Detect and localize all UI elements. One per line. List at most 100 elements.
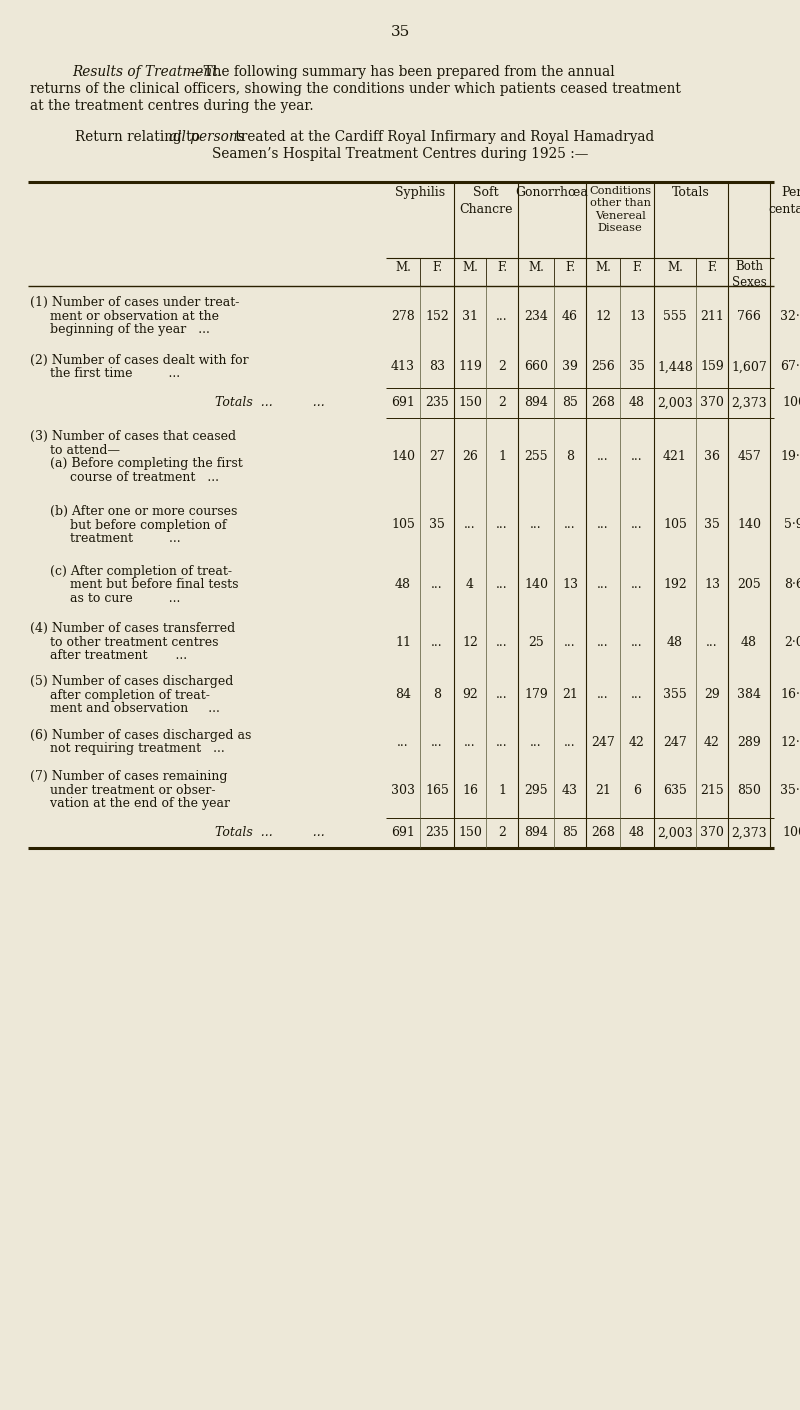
- Text: ...: ...: [496, 519, 508, 532]
- Text: treated at the Cardiff Royal Infirmary and Royal Hamadryad: treated at the Cardiff Royal Infirmary a…: [231, 130, 654, 144]
- Text: 894: 894: [524, 826, 548, 839]
- Text: as to cure         ...: as to cure ...: [30, 592, 180, 605]
- Text: (c) After completion of treat-: (c) After completion of treat-: [30, 565, 232, 578]
- Text: 140: 140: [737, 519, 761, 532]
- Text: 766: 766: [737, 310, 761, 323]
- Text: Totals  ...          ...: Totals ... ...: [215, 396, 325, 409]
- Text: 35·8: 35·8: [780, 784, 800, 797]
- Text: (1) Number of cases under treat-: (1) Number of cases under treat-: [30, 296, 239, 309]
- Text: 29: 29: [704, 688, 720, 702]
- Text: Soft
Chancre: Soft Chancre: [459, 186, 513, 216]
- Text: 12: 12: [595, 310, 611, 323]
- Text: 39: 39: [562, 361, 578, 374]
- Text: 894: 894: [524, 396, 548, 409]
- Text: 85: 85: [562, 396, 578, 409]
- Text: 35: 35: [704, 519, 720, 532]
- Text: 8·6: 8·6: [784, 578, 800, 592]
- Text: 2,373: 2,373: [731, 396, 767, 409]
- Text: but before completion of: but before completion of: [30, 519, 226, 532]
- Text: 660: 660: [524, 361, 548, 374]
- Text: M.: M.: [395, 261, 411, 274]
- Text: M.: M.: [667, 261, 683, 274]
- Text: 2: 2: [498, 826, 506, 839]
- Text: 457: 457: [737, 451, 761, 464]
- Text: 278: 278: [391, 310, 415, 323]
- Text: Gonorrhœa: Gonorrhœa: [515, 186, 589, 199]
- Text: 31: 31: [462, 310, 478, 323]
- Text: 21: 21: [595, 784, 611, 797]
- Text: to other treatment centres: to other treatment centres: [30, 636, 218, 649]
- Text: not requiring treatment   ...: not requiring treatment ...: [30, 742, 225, 756]
- Text: ...: ...: [564, 736, 576, 749]
- Text: returns of the clinical officers, showing the conditions under which patients ce: returns of the clinical officers, showin…: [30, 82, 681, 96]
- Text: F.: F.: [707, 261, 717, 274]
- Text: 152: 152: [425, 310, 449, 323]
- Text: Totals  ...          ...: Totals ... ...: [215, 826, 325, 839]
- Text: (3) Number of cases that ceased: (3) Number of cases that ceased: [30, 430, 236, 443]
- Text: 234: 234: [524, 310, 548, 323]
- Text: to attend—: to attend—: [30, 444, 120, 457]
- Text: 255: 255: [524, 451, 548, 464]
- Text: 165: 165: [425, 784, 449, 797]
- Text: 384: 384: [737, 688, 761, 702]
- Text: (6) Number of cases discharged as: (6) Number of cases discharged as: [30, 729, 251, 742]
- Text: ...: ...: [597, 451, 609, 464]
- Text: 84: 84: [395, 688, 411, 702]
- Text: M.: M.: [595, 261, 611, 274]
- Text: ...: ...: [631, 519, 643, 532]
- Text: Seamen’s Hospital Treatment Centres during 1925 :—: Seamen’s Hospital Treatment Centres duri…: [212, 147, 588, 161]
- Text: under treatment or obser-: under treatment or obser-: [30, 784, 215, 797]
- Text: ...: ...: [464, 736, 476, 749]
- Text: (5) Number of cases discharged: (5) Number of cases discharged: [30, 675, 234, 688]
- Text: at the treatment centres during the year.: at the treatment centres during the year…: [30, 99, 314, 113]
- Text: ...: ...: [431, 578, 443, 592]
- Text: 1: 1: [498, 451, 506, 464]
- Text: vation at the end of the year: vation at the end of the year: [30, 797, 230, 809]
- Text: 19·3: 19·3: [780, 451, 800, 464]
- Text: 42: 42: [629, 736, 645, 749]
- Text: 92: 92: [462, 688, 478, 702]
- Text: ...: ...: [530, 736, 542, 749]
- Text: after completion of treat-: after completion of treat-: [30, 688, 210, 702]
- Text: 2: 2: [498, 396, 506, 409]
- Text: ...: ...: [564, 519, 576, 532]
- Text: ...: ...: [631, 578, 643, 592]
- Text: 16·2: 16·2: [780, 688, 800, 702]
- Text: Results of Treatment.: Results of Treatment.: [72, 65, 222, 79]
- Text: Per-
centage: Per- centage: [769, 186, 800, 216]
- Text: 35: 35: [629, 361, 645, 374]
- Text: 13: 13: [629, 310, 645, 323]
- Text: 2,003: 2,003: [657, 826, 693, 839]
- Text: 21: 21: [562, 688, 578, 702]
- Text: ...: ...: [496, 310, 508, 323]
- Text: 100: 100: [782, 396, 800, 409]
- Text: 850: 850: [737, 784, 761, 797]
- Text: M.: M.: [528, 261, 544, 274]
- Text: 36: 36: [704, 451, 720, 464]
- Text: 215: 215: [700, 784, 724, 797]
- Text: ...: ...: [496, 578, 508, 592]
- Text: 140: 140: [524, 578, 548, 592]
- Text: 13: 13: [704, 578, 720, 592]
- Text: 247: 247: [663, 736, 687, 749]
- Text: 150: 150: [458, 826, 482, 839]
- Text: ...: ...: [631, 451, 643, 464]
- Text: 85: 85: [562, 826, 578, 839]
- Text: 105: 105: [391, 519, 415, 532]
- Text: 268: 268: [591, 396, 615, 409]
- Text: 12: 12: [462, 636, 478, 649]
- Text: F.: F.: [632, 261, 642, 274]
- Text: 25: 25: [528, 636, 544, 649]
- Text: 205: 205: [737, 578, 761, 592]
- Text: 140: 140: [391, 451, 415, 464]
- Text: 6: 6: [633, 784, 641, 797]
- Text: 2·0: 2·0: [784, 636, 800, 649]
- Text: 48: 48: [667, 636, 683, 649]
- Text: 100: 100: [782, 826, 800, 839]
- Text: 8: 8: [566, 451, 574, 464]
- Text: 48: 48: [629, 396, 645, 409]
- Text: 35: 35: [390, 25, 410, 39]
- Text: ...: ...: [597, 688, 609, 702]
- Text: after treatment       ...: after treatment ...: [30, 649, 187, 663]
- Text: 11: 11: [395, 636, 411, 649]
